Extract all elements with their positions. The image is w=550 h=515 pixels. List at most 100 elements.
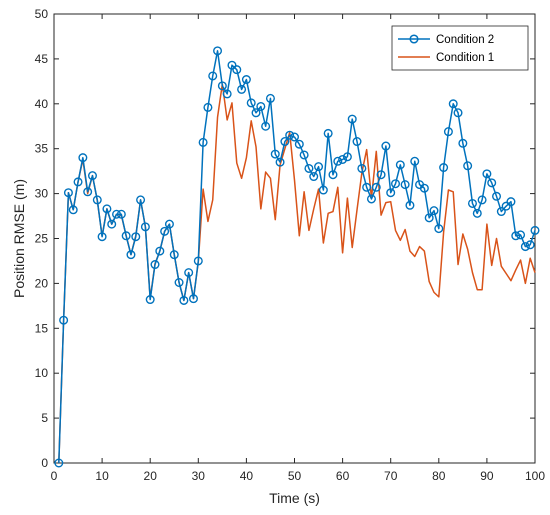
data-point — [338, 154, 348, 164]
legend-label-condition-2: Condition 2 — [436, 34, 494, 46]
data-point — [520, 242, 530, 252]
data-point — [280, 137, 290, 147]
data-point — [174, 278, 184, 288]
data-point — [232, 65, 242, 75]
data-point — [376, 170, 386, 180]
data-point — [73, 177, 83, 187]
data-point — [83, 187, 93, 197]
data-point — [429, 206, 439, 216]
data-point — [126, 250, 136, 260]
y-tick-label: 50 — [35, 7, 49, 21]
x-tick-label: 40 — [240, 469, 254, 483]
data-point — [222, 89, 232, 99]
tick-labels: 0 10 20 30 40 50 60 70 80 90 100 0 5 10 15 20 25 30 35 40 45… — [35, 7, 546, 483]
data-point — [155, 246, 165, 256]
legend: Condition 2 Condition 1 — [391, 25, 529, 71]
data-point — [448, 99, 458, 109]
data-point — [424, 213, 434, 223]
data-point — [97, 232, 107, 242]
data-point — [179, 295, 189, 305]
data-point — [208, 71, 218, 81]
data-point — [164, 219, 174, 229]
x-tick-label: 60 — [336, 469, 350, 483]
data-point — [241, 75, 251, 85]
data-point — [386, 188, 396, 198]
data-point — [477, 195, 487, 205]
x-tick-label: 100 — [525, 469, 545, 483]
x-tick-label: 90 — [480, 469, 494, 483]
data-point — [193, 256, 203, 266]
data-point — [434, 224, 444, 234]
data-point — [256, 101, 266, 111]
data-point — [362, 182, 372, 192]
data-point — [304, 163, 314, 173]
data-point — [492, 191, 502, 201]
x-tick-label: 10 — [95, 469, 109, 483]
data-point — [347, 114, 357, 124]
data-point — [102, 204, 112, 214]
x-tick-label: 50 — [288, 469, 302, 483]
data-point — [92, 195, 102, 205]
data-point — [68, 205, 78, 215]
data-point — [472, 208, 482, 218]
data-point — [357, 163, 367, 173]
data-point — [439, 163, 449, 173]
data-point — [203, 102, 213, 112]
data-point — [352, 137, 362, 147]
data-point — [323, 128, 333, 138]
data-point — [246, 98, 256, 108]
legend-marker-condition-2 — [409, 34, 419, 44]
legend-label-condition-1: Condition 1 — [436, 52, 494, 64]
data-point — [501, 201, 511, 211]
data-point — [285, 130, 295, 140]
data-point — [342, 152, 352, 162]
data-point — [381, 141, 391, 151]
data-point — [251, 108, 261, 118]
data-point — [516, 230, 526, 240]
data-point — [213, 46, 223, 56]
data-point — [116, 209, 126, 219]
y-axis-label: Position RMSE (m) — [11, 179, 27, 298]
data-point — [290, 132, 300, 142]
y-tick-label: 45 — [35, 52, 49, 66]
data-point — [410, 156, 420, 166]
y-tick-label: 5 — [41, 411, 48, 425]
data-point — [78, 153, 88, 163]
data-point — [333, 156, 343, 166]
data-point — [150, 260, 160, 270]
data-point — [184, 268, 194, 278]
data-point — [112, 209, 122, 219]
data-point — [405, 200, 415, 210]
data-point — [237, 84, 247, 94]
legend-box — [391, 25, 529, 71]
data-point — [294, 139, 304, 149]
y-tick-label: 10 — [35, 366, 49, 380]
data-point — [371, 182, 381, 192]
data-point — [463, 161, 473, 171]
data-point — [265, 93, 275, 103]
x-tick-label: 0 — [51, 469, 58, 483]
series-condition-2 — [54, 46, 540, 468]
x-tick-label: 30 — [192, 469, 206, 483]
y-tick-label: 20 — [35, 276, 49, 290]
series-layer — [54, 46, 540, 468]
y-tick-label: 15 — [35, 321, 49, 335]
x-axis-label: Time (s) — [269, 490, 320, 506]
data-point — [131, 232, 141, 242]
y-tick-label: 40 — [35, 97, 49, 111]
data-point — [169, 250, 179, 260]
data-point — [275, 157, 285, 167]
data-point — [160, 226, 170, 236]
data-point — [299, 150, 309, 160]
data-point — [391, 179, 401, 189]
data-point — [467, 198, 477, 208]
data-point — [487, 178, 497, 188]
data-point — [453, 108, 463, 118]
data-point — [496, 207, 506, 217]
data-point — [525, 240, 535, 250]
x-tick-label: 80 — [432, 469, 446, 483]
data-point — [136, 195, 146, 205]
data-point — [261, 121, 271, 131]
data-point — [511, 231, 521, 241]
